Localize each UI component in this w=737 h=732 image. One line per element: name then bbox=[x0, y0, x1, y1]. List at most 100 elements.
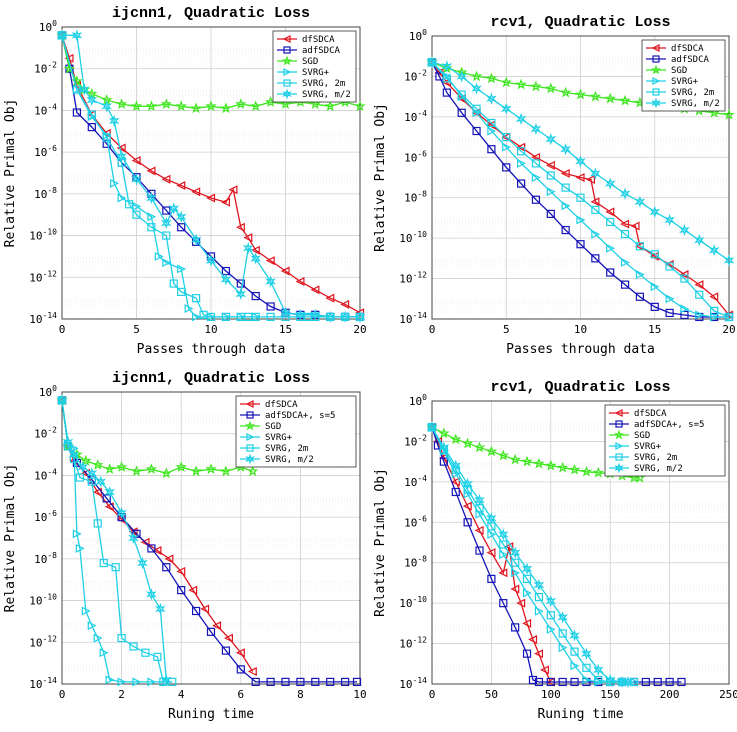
chart-title: rcv1, Quadratic Loss bbox=[490, 379, 670, 396]
legend-entry-svrg-2m: SVRG, 2m bbox=[277, 79, 345, 89]
data-point bbox=[243, 233, 253, 243]
data-point bbox=[457, 90, 466, 99]
data-point bbox=[634, 471, 646, 483]
data-point bbox=[220, 273, 232, 286]
data-point bbox=[723, 254, 735, 267]
legend-marker bbox=[614, 409, 623, 417]
data-point bbox=[177, 264, 187, 274]
data-point bbox=[522, 574, 532, 583]
data-point bbox=[620, 219, 630, 229]
data-point bbox=[177, 223, 186, 232]
data-point bbox=[510, 584, 520, 594]
y-tick-label: 10-4 bbox=[404, 474, 427, 489]
y-tick-label: 10-14 bbox=[29, 676, 57, 691]
data-point bbox=[99, 648, 109, 658]
data-point bbox=[665, 677, 674, 687]
legend-label: SVRG+ bbox=[265, 433, 293, 443]
data-point bbox=[474, 493, 485, 507]
data-point bbox=[582, 663, 591, 672]
data-point bbox=[708, 244, 720, 257]
plot-frame bbox=[431, 35, 730, 320]
series-svrg-m-2 bbox=[56, 394, 172, 686]
data-point bbox=[161, 174, 171, 184]
data-point bbox=[175, 461, 187, 472]
legend-label: adfSDCA bbox=[302, 46, 341, 56]
data-point bbox=[485, 72, 498, 84]
data-point bbox=[641, 677, 650, 687]
data-point bbox=[576, 193, 585, 202]
data-point bbox=[558, 629, 567, 638]
data-point bbox=[221, 646, 230, 655]
data-point bbox=[309, 308, 321, 321]
data-point bbox=[130, 465, 143, 477]
data-point bbox=[589, 90, 601, 102]
x-tick-label: 10 bbox=[574, 323, 587, 336]
data-point bbox=[153, 652, 162, 661]
data-point bbox=[569, 629, 580, 642]
data-point bbox=[680, 304, 690, 314]
data-point bbox=[635, 242, 645, 251]
y-tick-label: 10-8 bbox=[34, 551, 57, 566]
data-point bbox=[530, 122, 542, 136]
legend-marker bbox=[614, 462, 624, 474]
data-point bbox=[635, 292, 645, 301]
legend-entry-dfsdca: dfSDCA bbox=[646, 44, 704, 54]
legend-marker bbox=[283, 79, 291, 87]
data-point bbox=[570, 647, 579, 656]
data-point bbox=[206, 312, 216, 322]
data-point bbox=[665, 308, 674, 318]
data-point bbox=[545, 82, 557, 94]
y-tick-label: 10-8 bbox=[34, 186, 57, 201]
x-tick-label: 250 bbox=[719, 688, 737, 701]
data-point bbox=[87, 123, 96, 132]
legend-label: dfSDCA bbox=[671, 44, 704, 54]
data-point bbox=[236, 279, 245, 288]
data-point bbox=[251, 312, 260, 322]
data-point bbox=[497, 528, 509, 541]
x-tick-label: 0 bbox=[429, 688, 436, 701]
chart-panel-3: 0 2 4 6 8 10 100 10-2 10-4 10-6 10-8 10-10 10-12 10-1… bbox=[3, 370, 367, 722]
data-point bbox=[177, 287, 186, 296]
x-tick-label: 8 bbox=[297, 688, 304, 701]
legend-box bbox=[641, 39, 726, 112]
data-point bbox=[450, 477, 460, 487]
data-point bbox=[221, 312, 230, 322]
data-point bbox=[92, 459, 104, 470]
data-point bbox=[534, 677, 544, 687]
data-point bbox=[137, 556, 148, 570]
data-point bbox=[56, 394, 68, 407]
data-point bbox=[487, 126, 497, 136]
y-tick-label: 10-8 bbox=[404, 555, 427, 570]
x-tick-label: 20 bbox=[722, 323, 735, 336]
data-point bbox=[486, 92, 497, 105]
data-point bbox=[664, 213, 675, 227]
data-point bbox=[235, 648, 245, 658]
legend-entry-adfsdca-s-5: adfSDCA+, s=5 bbox=[609, 420, 704, 430]
data-point bbox=[576, 215, 586, 225]
data-point bbox=[108, 114, 120, 127]
data-point bbox=[152, 546, 162, 555]
series-adfsdca bbox=[427, 58, 734, 322]
data-point bbox=[169, 279, 178, 288]
data-point bbox=[340, 299, 350, 309]
legend-marker bbox=[246, 433, 255, 441]
data-point bbox=[634, 195, 646, 208]
data-point bbox=[462, 437, 474, 449]
data-point bbox=[619, 187, 631, 200]
x-axis-label: Passes through data bbox=[137, 342, 286, 357]
data-point bbox=[499, 540, 508, 549]
y-tick-label: 100 bbox=[39, 19, 57, 34]
data-point bbox=[146, 166, 156, 176]
data-point bbox=[110, 178, 119, 188]
data-point bbox=[104, 485, 116, 499]
data-point bbox=[87, 621, 97, 631]
data-point bbox=[154, 251, 164, 261]
data-point bbox=[354, 310, 366, 324]
data-point bbox=[665, 262, 674, 271]
data-point bbox=[604, 92, 616, 104]
y-tick-label: 10-10 bbox=[29, 228, 57, 243]
data-point bbox=[184, 304, 194, 314]
legend-label: SVRG, 2m bbox=[302, 79, 345, 89]
y-tick-label: 10-10 bbox=[399, 595, 427, 610]
data-point bbox=[472, 126, 481, 136]
